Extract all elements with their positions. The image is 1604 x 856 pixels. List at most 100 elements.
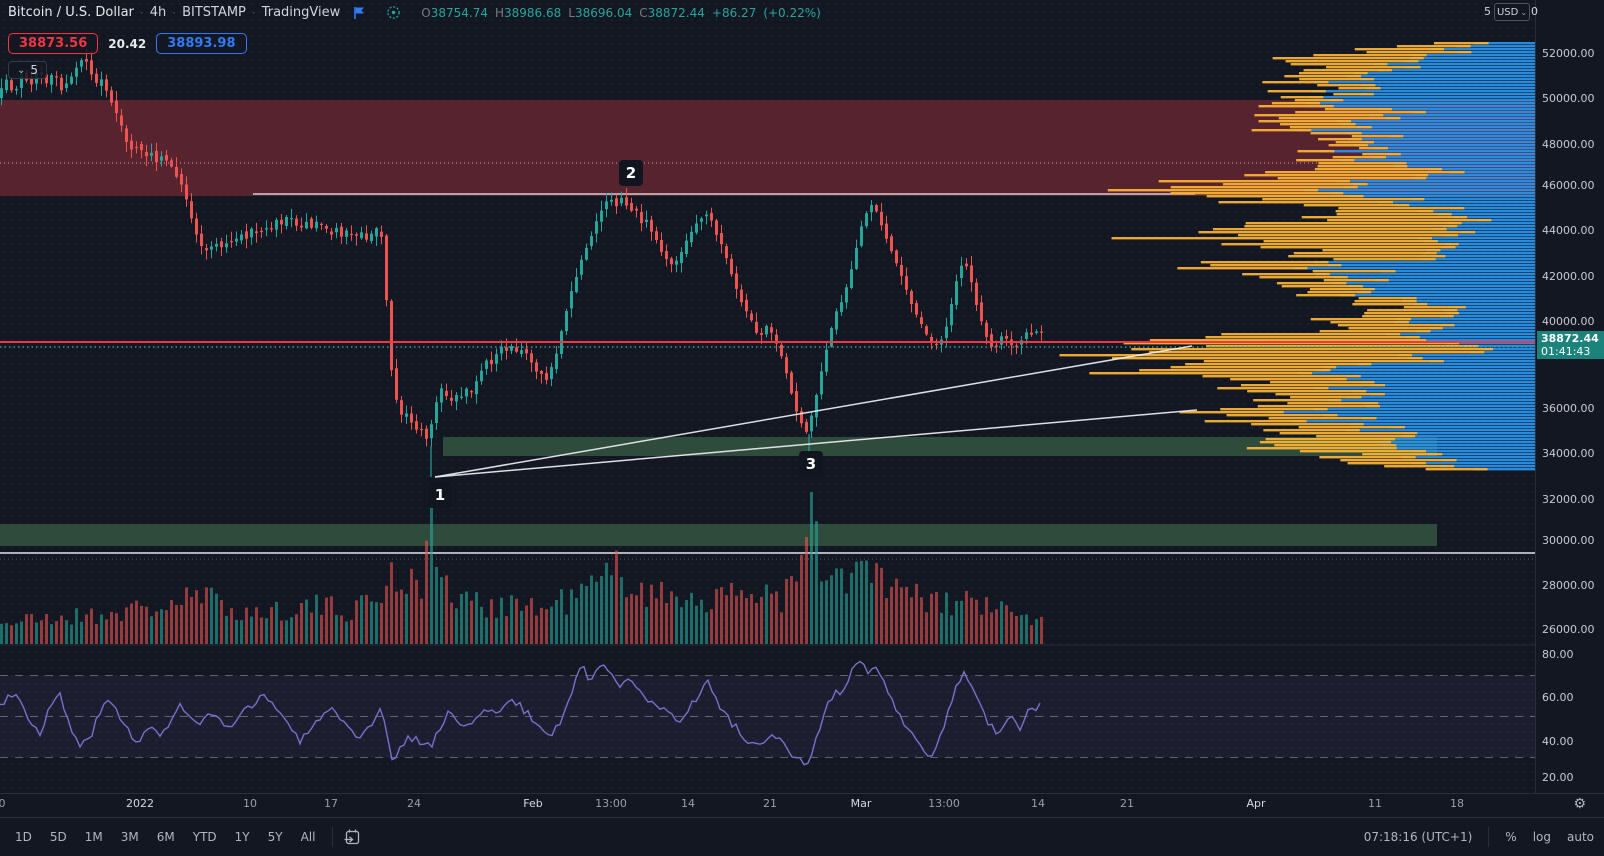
range-5d[interactable]: 5D bbox=[49, 830, 67, 844]
platform-label: TradingView bbox=[261, 5, 341, 20]
spread-value: 20.42 bbox=[108, 36, 147, 51]
price-tick: 60.00 bbox=[1542, 691, 1574, 704]
buy-sell-panel: 38873.56 20.42 38893.98 bbox=[8, 33, 247, 54]
range-1d[interactable]: 1D bbox=[15, 830, 32, 844]
divider bbox=[332, 827, 334, 847]
clock-timezone[interactable]: 07:18:16 (UTC+1) bbox=[1363, 830, 1473, 844]
price-tick: 26000.00 bbox=[1542, 623, 1595, 636]
time-tick: 14 bbox=[681, 797, 695, 810]
trendline-upper bbox=[434, 345, 1193, 478]
price-tick: 28000.00 bbox=[1542, 579, 1595, 592]
ohlc-readout: O38754.74 H38986.68 L38696.04 C38872.44 … bbox=[421, 6, 821, 20]
price-tick: 30000.00 bbox=[1542, 534, 1595, 547]
time-tick: Mar bbox=[850, 797, 872, 810]
time-tick: Feb bbox=[523, 797, 543, 810]
divider bbox=[1488, 827, 1490, 847]
wave-marker-3[interactable]: 3 bbox=[799, 451, 823, 477]
range-3m[interactable]: 3M bbox=[120, 830, 139, 844]
symbol-name[interactable]: Bitcoin / U.S. Dollar bbox=[8, 5, 134, 20]
quick-interval-value: 5 bbox=[30, 63, 39, 77]
time-tick: Apr bbox=[1246, 797, 1266, 810]
level-lines[interactable] bbox=[0, 162, 1535, 560]
time-tick: 11 bbox=[1368, 797, 1382, 810]
price-tick: 42000.00 bbox=[1542, 270, 1595, 283]
price-tick: 48000.00 bbox=[1542, 138, 1595, 151]
range-5y[interactable]: 5Y bbox=[267, 830, 283, 844]
wave-marker-2[interactable]: 2 bbox=[619, 160, 643, 186]
axis-label-fragment-left: 5 bbox=[1484, 5, 1491, 18]
chevron-down-icon: ⌄ bbox=[17, 64, 26, 76]
price-tick: 20.00 bbox=[1542, 771, 1574, 784]
symbol-info-bar[interactable]: Bitcoin / U.S. Dollar · 4h · BITSTAMP · … bbox=[8, 5, 821, 20]
go-to-date-icon[interactable] bbox=[343, 828, 362, 847]
range-1m[interactable]: 1M bbox=[84, 830, 103, 844]
trendline-lower bbox=[434, 409, 1198, 478]
bar-countdown: 01:41:43 bbox=[1541, 345, 1591, 358]
flag-icon[interactable] bbox=[352, 6, 366, 20]
log-scale-button[interactable]: log bbox=[1532, 830, 1551, 844]
range-ytd[interactable]: YTD bbox=[192, 830, 217, 844]
demand-zone-upper bbox=[443, 437, 1437, 456]
open-value: 38754.74 bbox=[430, 5, 488, 20]
chart-canvas[interactable]: 1 2 3 bbox=[0, 0, 1535, 793]
price-zones[interactable] bbox=[0, 100, 1535, 546]
price-tick: 36000.00 bbox=[1542, 402, 1595, 415]
price-tick: 46000.00 bbox=[1542, 179, 1595, 192]
percent-scale-button[interactable]: % bbox=[1505, 830, 1517, 844]
time-tick: 13:00 bbox=[595, 797, 627, 810]
auto-scale-button[interactable]: auto bbox=[1566, 830, 1594, 844]
price-tick: 34000.00 bbox=[1542, 447, 1595, 460]
price-tick: 40.00 bbox=[1542, 735, 1574, 748]
chevron-down-icon: ⌄ bbox=[1520, 7, 1528, 17]
range-1y[interactable]: 1Y bbox=[234, 830, 250, 844]
volume-bars bbox=[0, 492, 1043, 644]
time-tick: 18 bbox=[1450, 797, 1464, 810]
currency-value: USD bbox=[1496, 6, 1519, 18]
close-value: 38872.44 bbox=[647, 5, 705, 20]
separator: · bbox=[172, 5, 177, 20]
ideas-icon[interactable] bbox=[386, 5, 401, 20]
bottom-toolbar: 1D 5D 1M 3M 6M YTD 1Y 5Y All 07:18:16 (UTC+1) % … bbox=[0, 817, 1604, 856]
quick-interval-selector[interactable]: ⌄ 5 bbox=[8, 61, 48, 79]
separator: · bbox=[139, 5, 144, 20]
sell-button[interactable]: 38873.56 bbox=[8, 33, 99, 54]
time-scale[interactable]: ⚙ 0 2022 10 17 24 Feb 13:00 14 21 Mar 13:00 14 21 Apr… bbox=[0, 793, 1604, 817]
range-all[interactable]: All bbox=[300, 830, 316, 844]
currency-dropdown[interactable]: USD ⌄ bbox=[1494, 3, 1530, 21]
price-tick: 32000.00 bbox=[1542, 493, 1595, 506]
date-range-switcher: 1D 5D 1M 3M 6M YTD 1Y 5Y All bbox=[8, 827, 322, 847]
last-price-label: 38872.44 01:41:43 bbox=[1537, 331, 1604, 359]
gear-icon[interactable]: ⚙ bbox=[1573, 796, 1586, 812]
price-tick: 80.00 bbox=[1542, 648, 1574, 661]
price-tick: 40000.00 bbox=[1542, 315, 1595, 328]
time-tick: 2022 bbox=[126, 797, 154, 810]
time-tick: 21 bbox=[1120, 797, 1134, 810]
axis-label-fragment-right: 0 bbox=[1531, 5, 1538, 18]
high-label: H bbox=[494, 5, 505, 20]
drawings-and-price-line[interactable] bbox=[0, 341, 1535, 478]
interval-label[interactable]: 4h bbox=[149, 5, 167, 20]
buy-button[interactable]: 38893.98 bbox=[156, 33, 247, 54]
time-tick: 10 bbox=[243, 797, 257, 810]
time-tick: 14 bbox=[1031, 797, 1045, 810]
rsi-indicator bbox=[0, 660, 1535, 766]
range-6m[interactable]: 6M bbox=[156, 830, 175, 844]
toolbar-right-cluster: 07:18:16 (UTC+1) % log auto bbox=[1364, 827, 1594, 847]
time-tick: 21 bbox=[763, 797, 777, 810]
change-value: +86.27 bbox=[711, 5, 757, 20]
last-price-value: 38872.44 bbox=[1541, 332, 1599, 345]
close-label: C bbox=[639, 5, 648, 20]
price-tick: 52000.00 bbox=[1542, 47, 1595, 60]
time-tick: 24 bbox=[407, 797, 421, 810]
change-percent: (+0.22%) bbox=[763, 5, 821, 20]
open-label: O bbox=[421, 5, 431, 20]
high-value: 38986.68 bbox=[504, 5, 562, 20]
separator: · bbox=[251, 5, 256, 20]
wave-marker-1[interactable]: 1 bbox=[428, 482, 452, 508]
time-tick: 0 bbox=[0, 797, 6, 810]
price-scale[interactable]: 38872.44 01:41:43 52000.00 50000.00 48000.… bbox=[1535, 0, 1604, 793]
time-tick: 17 bbox=[324, 797, 338, 810]
price-tick: 44000.00 bbox=[1542, 224, 1595, 237]
demand-zone-lower bbox=[0, 524, 1437, 546]
